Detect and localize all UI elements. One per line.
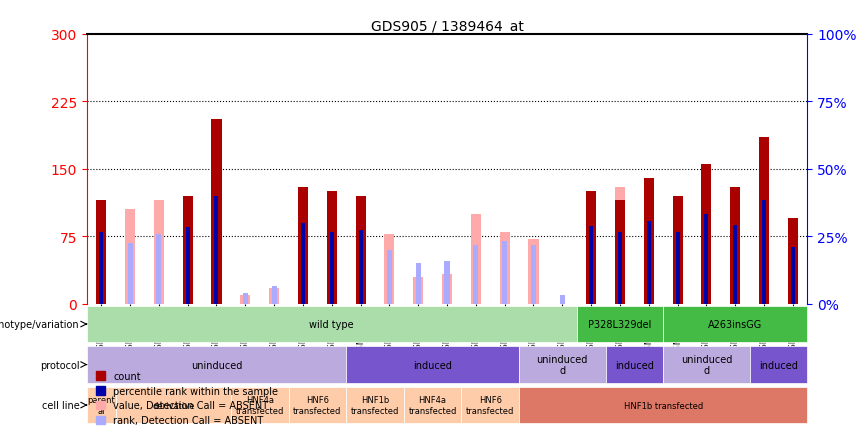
Text: wild type: wild type — [309, 319, 354, 329]
Bar — [358, 230, 363, 304]
Bar — [96, 201, 106, 304]
FancyBboxPatch shape — [115, 387, 231, 423]
Bar — [300, 234, 306, 304]
Bar — [99, 232, 103, 304]
Bar — [473, 246, 478, 304]
Bar — [269, 288, 279, 304]
FancyBboxPatch shape — [519, 387, 807, 423]
FancyBboxPatch shape — [663, 306, 807, 342]
Text: uninduced: uninduced — [191, 360, 242, 370]
Bar — [762, 201, 766, 304]
Bar — [586, 192, 596, 304]
Bar — [529, 240, 538, 304]
Bar — [733, 225, 737, 304]
Bar — [298, 187, 308, 304]
FancyBboxPatch shape — [231, 387, 288, 423]
Bar — [589, 226, 593, 304]
FancyBboxPatch shape — [519, 346, 606, 383]
Bar — [444, 261, 450, 304]
Bar — [502, 241, 507, 304]
Bar — [272, 286, 277, 304]
Text: induced: induced — [759, 360, 798, 370]
Bar — [385, 234, 394, 304]
Text: HNF4a
transfected: HNF4a transfected — [235, 395, 284, 415]
Bar — [730, 187, 740, 304]
Text: induced: induced — [413, 360, 452, 370]
Bar — [128, 243, 133, 304]
Text: uninduced
d: uninduced d — [536, 354, 588, 375]
Text: derivative: derivative — [152, 401, 194, 410]
Bar — [500, 232, 510, 304]
Bar — [615, 201, 625, 304]
Bar — [212, 120, 221, 304]
Bar — [413, 277, 424, 304]
FancyBboxPatch shape — [663, 346, 750, 383]
FancyBboxPatch shape — [87, 306, 576, 342]
Text: HNF1b transfected: HNF1b transfected — [623, 401, 703, 410]
Bar — [326, 192, 337, 304]
Bar — [615, 187, 625, 304]
Bar — [301, 223, 305, 304]
Text: uninduced
d: uninduced d — [681, 354, 732, 375]
Bar — [733, 240, 738, 304]
Bar — [387, 250, 392, 304]
Text: HNF6
transfected: HNF6 transfected — [293, 395, 341, 415]
FancyBboxPatch shape — [346, 346, 519, 383]
Title: GDS905 / 1389464_at: GDS905 / 1389464_at — [371, 20, 523, 34]
Bar — [240, 295, 250, 304]
FancyBboxPatch shape — [87, 387, 115, 423]
FancyBboxPatch shape — [576, 306, 663, 342]
Bar — [243, 293, 248, 304]
Text: parent
al: parent al — [88, 395, 115, 415]
Bar — [470, 214, 481, 304]
Bar — [704, 214, 708, 304]
Bar — [701, 165, 712, 304]
Text: HNF1b
transfected: HNF1b transfected — [351, 395, 399, 415]
FancyBboxPatch shape — [750, 346, 807, 383]
FancyBboxPatch shape — [288, 387, 346, 423]
Bar — [791, 247, 795, 304]
Bar — [186, 228, 190, 304]
Bar — [156, 234, 161, 304]
Bar — [416, 264, 421, 304]
Text: HNF4a
transfected: HNF4a transfected — [409, 395, 457, 415]
Bar — [182, 196, 193, 304]
FancyBboxPatch shape — [462, 387, 519, 423]
Legend: count, percentile rank within the sample, value, Detection Call = ABSENT, rank, : count, percentile rank within the sample… — [92, 367, 282, 429]
Bar — [761, 243, 766, 304]
Text: HNF6
transfected: HNF6 transfected — [466, 395, 515, 415]
Bar — [618, 232, 622, 304]
Bar — [644, 178, 654, 304]
Bar — [647, 221, 651, 304]
Bar — [589, 240, 594, 304]
Bar — [788, 219, 798, 304]
Bar — [560, 295, 565, 304]
Text: genotype/variation: genotype/variation — [0, 319, 80, 329]
Text: P328L329del: P328L329del — [589, 319, 652, 329]
Bar — [673, 196, 682, 304]
Bar — [330, 232, 334, 304]
Bar — [154, 201, 164, 304]
Bar — [675, 232, 680, 304]
Bar — [358, 243, 363, 304]
FancyBboxPatch shape — [87, 346, 346, 383]
Text: protocol: protocol — [40, 360, 80, 370]
Bar — [214, 196, 219, 304]
Bar — [125, 210, 135, 304]
Text: cell line: cell line — [42, 400, 80, 410]
Text: A263insGG: A263insGG — [708, 319, 762, 329]
Bar — [646, 240, 651, 304]
FancyBboxPatch shape — [606, 346, 663, 383]
Bar — [531, 246, 536, 304]
FancyBboxPatch shape — [346, 387, 404, 423]
Text: induced: induced — [615, 360, 654, 370]
Bar — [759, 138, 769, 304]
FancyBboxPatch shape — [404, 387, 462, 423]
Bar — [442, 274, 452, 304]
Bar — [356, 196, 365, 304]
